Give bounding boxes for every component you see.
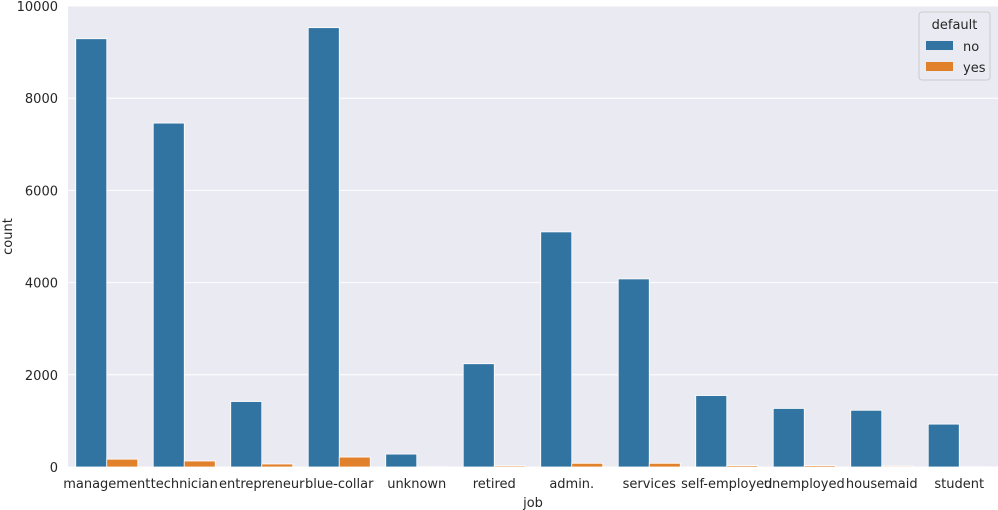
x-tick-label: student xyxy=(934,477,984,492)
bar-no-management xyxy=(75,38,108,468)
y-tick-label: 6000 xyxy=(25,184,58,199)
bar-yes-services xyxy=(648,462,681,468)
gridlines xyxy=(68,5,998,468)
legend-title: default xyxy=(932,18,978,33)
bar-no-student xyxy=(927,423,960,468)
x-tick-labels: management technician entrepreneur blue-col… xyxy=(63,477,984,492)
bar-yes-self-employed xyxy=(726,465,759,468)
legend-swatch-no xyxy=(926,41,953,50)
x-axis-label: job xyxy=(522,496,543,510)
bar-no-blue-collar xyxy=(307,27,340,468)
bar-yes-unemployed xyxy=(803,465,836,468)
bar-no-services xyxy=(617,278,650,468)
y-tick-label: 2000 xyxy=(25,369,58,384)
y-tick-label: 4000 xyxy=(25,277,58,292)
bar-no-entrepreneur xyxy=(230,401,263,468)
bars xyxy=(75,27,991,468)
bar-yes-technician xyxy=(183,460,216,468)
plot-background xyxy=(68,6,998,467)
bar-no-housemaid xyxy=(850,409,883,468)
bar-yes-admin. xyxy=(571,462,604,468)
x-tick-label: retired xyxy=(473,477,516,492)
y-axis-label: count xyxy=(1,218,16,255)
y-tick-labels: 0 2000 4000 6000 8000 10000 xyxy=(17,0,58,476)
y-tick-label: 8000 xyxy=(25,92,58,107)
x-tick-label: blue-collar xyxy=(305,477,374,492)
x-tick-label: unknown xyxy=(387,477,446,492)
x-tick-label: entrepreneur xyxy=(219,477,305,492)
x-tick-label: technician xyxy=(151,477,218,492)
bar-yes-blue-collar xyxy=(338,456,371,468)
legend-items: no yes xyxy=(926,40,986,76)
x-tick-label: unemployed xyxy=(764,477,845,492)
bar-no-admin. xyxy=(540,231,573,468)
bar-yes-housemaid xyxy=(881,465,914,468)
y-tick-label: 0 xyxy=(50,461,58,476)
bar-no-technician xyxy=(152,122,185,468)
bar-no-unknown xyxy=(385,453,418,468)
x-tick-label: housemaid xyxy=(846,477,918,492)
bar-no-unemployed xyxy=(772,408,805,468)
bar-yes-management xyxy=(106,458,139,468)
x-tick-label: admin. xyxy=(549,477,594,492)
legend-label-yes: yes xyxy=(963,61,986,76)
legend-swatch-yes xyxy=(926,62,953,71)
bar-no-retired xyxy=(462,363,495,468)
bar-no-self-employed xyxy=(695,395,728,468)
bar-yes-retired xyxy=(493,465,526,468)
x-tick-label: management xyxy=(63,477,150,492)
bar-yes-entrepreneur xyxy=(261,463,294,468)
legend-label-no: no xyxy=(963,40,979,55)
x-tick-label: self-employed xyxy=(681,477,772,492)
y-tick-label: 10000 xyxy=(17,0,58,15)
legend: default no yes xyxy=(918,11,991,81)
x-tick-label: services xyxy=(623,477,677,492)
